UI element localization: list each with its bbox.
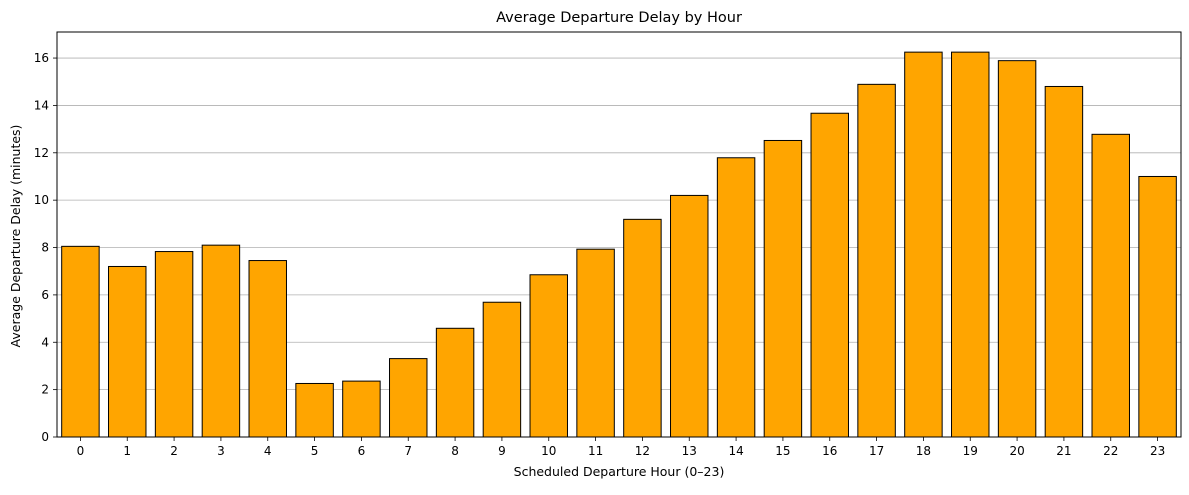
x-tick-label: 23 <box>1150 444 1165 458</box>
bar <box>904 51 943 438</box>
bar <box>1044 85 1084 438</box>
bar <box>951 51 990 438</box>
bar <box>482 301 522 438</box>
bar <box>763 139 803 438</box>
x-tick-label: 17 <box>869 444 884 458</box>
y-axis-label: Average Departure Delay (minutes) <box>8 125 23 348</box>
bar <box>154 251 194 438</box>
y-tick-label: 4 <box>41 335 49 349</box>
x-tick-label: 20 <box>1009 444 1024 458</box>
bar <box>997 60 1037 438</box>
bar <box>623 218 662 438</box>
x-tick-label: 18 <box>916 444 931 458</box>
x-tick-label: 7 <box>404 444 412 458</box>
chart-title: Average Departure Delay by Hour <box>496 10 742 26</box>
x-tick-label: 4 <box>264 444 272 458</box>
bar <box>1138 175 1177 438</box>
x-tick-label: 11 <box>588 444 603 458</box>
y-tick-label: 2 <box>41 383 49 397</box>
bar <box>716 157 756 438</box>
x-tick-label: 3 <box>217 444 225 458</box>
bar <box>295 382 334 438</box>
bar <box>810 112 849 438</box>
x-tick-label: 5 <box>311 444 319 458</box>
x-tick-label: 8 <box>451 444 459 458</box>
x-tick-label: 0 <box>77 444 85 458</box>
x-tick-label: 2 <box>170 444 178 458</box>
bar <box>529 274 568 438</box>
y-tick-label: 16 <box>34 51 49 65</box>
x-tick-label: 12 <box>635 444 650 458</box>
plot-frame <box>56 31 1182 438</box>
gridlines <box>57 57 1181 391</box>
bar <box>670 194 709 438</box>
y-tick-label: 6 <box>41 288 49 302</box>
y-tick-label: 8 <box>41 241 49 255</box>
bar <box>248 260 287 438</box>
bar <box>1091 133 1130 438</box>
bar <box>576 248 615 438</box>
y-tick-label: 0 <box>41 430 49 444</box>
x-tick-label: 10 <box>541 444 556 458</box>
y-tick-label: 12 <box>34 146 49 160</box>
x-tick-label: 21 <box>1056 444 1071 458</box>
x-tick-label: 16 <box>822 444 837 458</box>
bar <box>61 245 100 438</box>
x-tick-label: 1 <box>123 444 131 458</box>
x-tick-label: 13 <box>682 444 697 458</box>
bar <box>342 380 381 438</box>
bars <box>61 51 1177 438</box>
y-tick-label: 14 <box>34 98 49 112</box>
x-tick-label: 14 <box>728 444 743 458</box>
bar <box>435 327 475 438</box>
bar <box>108 265 147 438</box>
bar <box>201 244 241 438</box>
axes <box>56 31 1182 438</box>
bar <box>389 358 428 438</box>
x-tick-label: 9 <box>498 444 506 458</box>
x-tick-label: 6 <box>358 444 366 458</box>
bar <box>857 83 896 438</box>
x-axis-label: Scheduled Departure Hour (0–23) <box>514 464 725 479</box>
x-tick-label: 22 <box>1103 444 1118 458</box>
x-tick-label: 19 <box>963 444 978 458</box>
x-tick-label: 15 <box>775 444 790 458</box>
y-tick-label: 10 <box>34 193 49 207</box>
